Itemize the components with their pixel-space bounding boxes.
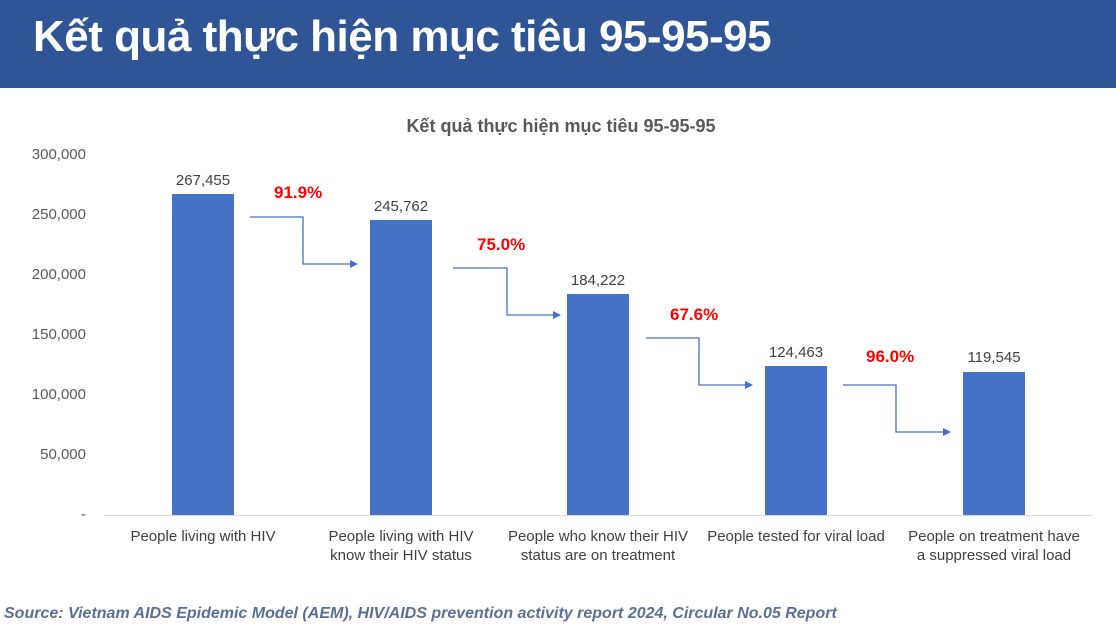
arrow-icon [250,216,358,268]
bar-people-living-with-hiv [172,194,234,515]
bar-value-label: 245,762 [373,198,429,215]
arrow-icon [453,267,561,319]
conversion-percent: 96.0% [866,347,915,366]
y-tick: 50,000 [40,446,86,463]
y-tick: 200,000 [31,266,86,283]
bar-value-label: 267,455 [175,172,231,189]
y-tick: - [81,506,86,523]
source-citation: Source: Vietnam AIDS Epidemic Model (AEM… [4,605,837,622]
y-tick: 100,000 [31,386,86,403]
conversion-percent: 91.9% [274,183,323,202]
y-tick: 300,000 [31,146,86,163]
category-label: People living with HIV [130,528,276,545]
bar-know-status [370,220,432,515]
category-label: People on treatment have a suppressed vi… [908,528,1080,564]
bar-on-treatment [567,294,629,515]
category-label: People tested for viral load [707,528,885,545]
conversion-percent: 75.0% [477,235,526,254]
bar-tested-viral-load [765,366,827,515]
bar-value-label: 119,545 [967,349,1021,366]
conversion-percent: 67.6% [670,305,719,324]
arrow-icon [843,384,951,436]
chart-title: Kết quả thực hiện mục tiêu 95-95-95 [406,116,716,136]
category-label: People living with HIV know their HIV st… [328,528,474,564]
category-label: People who know their HIV status are on … [507,528,689,564]
page-title: Kết quả thực hiện mục tiêu 95-95-95 [33,12,772,61]
bar-value-label: 124,463 [768,344,824,361]
x-axis-line [104,515,1092,516]
arrow-icon [646,337,753,389]
y-tick: 250,000 [31,206,86,223]
bar-value-label: 184,222 [570,272,626,289]
header-banner: Kết quả thực hiện mục tiêu 95-95-95 [0,0,1116,88]
y-tick: 150,000 [31,326,86,343]
bar-suppressed-viral-load [963,372,1025,515]
